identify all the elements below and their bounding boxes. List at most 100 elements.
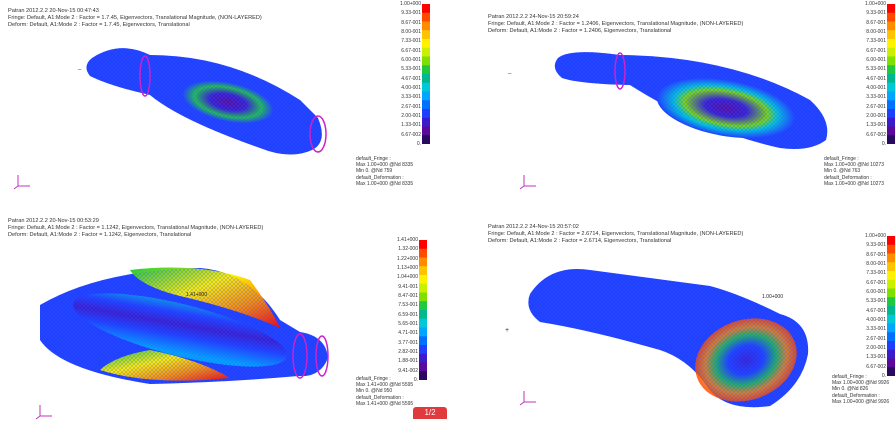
legend-swatch bbox=[887, 126, 895, 136]
page-counter-badge[interactable]: 1/2 bbox=[413, 407, 447, 419]
footer-line: default_Fringe : bbox=[824, 156, 859, 162]
legend-tick-label: 8.67-001 bbox=[866, 19, 886, 26]
axis-triad-icon bbox=[12, 172, 34, 190]
legend-swatch bbox=[887, 306, 895, 316]
svg-text:+: + bbox=[505, 327, 509, 334]
legend-swatch bbox=[887, 4, 895, 14]
legend-swatch bbox=[887, 91, 895, 101]
legend-swatch bbox=[419, 248, 427, 258]
legend-swatch bbox=[422, 126, 430, 136]
legend-tick-label: 9.33-001 bbox=[401, 10, 421, 17]
legend-tick-label: 8.47-001 bbox=[398, 293, 418, 299]
fringe-legend: 1.00+000 9.33-001 8.67-001 8.00-001 7.33-001… bbox=[846, 233, 896, 379]
legend-tick-label: 1.00+000 bbox=[865, 1, 886, 7]
legend-tick-label: 2.67-001 bbox=[401, 103, 421, 110]
legend-tick-label: 8.00-001 bbox=[866, 261, 886, 267]
legend-swatch bbox=[887, 341, 895, 351]
legend-swatch bbox=[419, 327, 427, 337]
legend-tick-label: 6.67-002 bbox=[866, 131, 886, 138]
fem-model-view: + 1.00+000 bbox=[505, 269, 809, 408]
legend-tick-label: 5.33-001 bbox=[866, 298, 886, 305]
legend-swatch bbox=[887, 30, 895, 40]
legend-gradient bbox=[422, 4, 430, 145]
legend-tick-label: 2.67-001 bbox=[866, 103, 886, 110]
legend-swatch bbox=[422, 117, 430, 127]
legend-swatch bbox=[887, 109, 895, 119]
legend-tick-label: 7.33-001 bbox=[866, 270, 886, 277]
footer-line: default_Deformation : bbox=[356, 394, 404, 401]
legend-swatch bbox=[419, 283, 427, 293]
footer-line: Max 1.00+000 @Nd 9926 bbox=[832, 398, 890, 405]
legend-footer: default_Fringe : Max 1.41+000 @Nd 5595 M… bbox=[356, 376, 413, 407]
legend-tick-label: 5.65-001 bbox=[398, 321, 418, 327]
legend-tick-label: 0. bbox=[881, 141, 886, 147]
footer-line: default_Fringe : bbox=[356, 376, 391, 382]
legend-swatch bbox=[422, 65, 430, 75]
max-value-annotation: 1.41+000 bbox=[186, 292, 207, 298]
legend-tick-label: 6.59-001 bbox=[398, 311, 418, 318]
legend-tick-label: 9.33-001 bbox=[866, 10, 886, 17]
footer-line: Min 0. @Nd 950 bbox=[356, 388, 393, 395]
legend-tick-label: 2.00-001 bbox=[866, 113, 886, 119]
legend-tick-label: 1.41+000 bbox=[397, 237, 418, 243]
axis-triad-icon bbox=[34, 402, 56, 420]
footer-line: default_Fringe : bbox=[356, 156, 391, 162]
legend-tick-label: 1.00+000 bbox=[865, 233, 886, 239]
legend-tick-label: 6.00-001 bbox=[866, 57, 886, 63]
legend-tick-label: 2.00-001 bbox=[866, 345, 886, 351]
footer-line: default_Deformation : bbox=[824, 174, 872, 181]
legend-tick-label: 1.13+000 bbox=[397, 265, 418, 271]
legend-swatch bbox=[422, 100, 430, 110]
legend-tick-label: 1.33-001 bbox=[401, 122, 421, 129]
legend-footer: default_Fringe : Max 1.00+000 @Nd 10273 … bbox=[824, 156, 884, 187]
legend-swatch bbox=[887, 297, 895, 307]
footer-line: default_Deformation : bbox=[356, 174, 404, 181]
legend-swatch bbox=[419, 266, 427, 276]
panel-header: Patran 2012.2.2 24-Nov-15 20:59:24 Fring… bbox=[488, 14, 743, 35]
max-value-annotation: 1.00+000 bbox=[762, 294, 783, 300]
legend-swatch bbox=[887, 253, 895, 263]
fringe-legend: 1.00+000 9.33-001 8.67-001 8.00-001 7.33-001… bbox=[381, 1, 433, 147]
legend-footer: default_Fringe : Max 1.00+000 @Nd 8335 M… bbox=[356, 156, 413, 187]
legend-color-bar bbox=[887, 236, 895, 377]
legend-swatch bbox=[419, 292, 427, 302]
fringe-legend: 1.41+000 1.32-000 1.22+000 1.13+000 1.04+000… bbox=[378, 237, 430, 383]
legend-tick-label: 1.88-001 bbox=[398, 358, 418, 365]
footer-line: Min 0. @Nd 759 bbox=[356, 168, 393, 175]
header-line: Fringe: Default, A1:Mode 2 : Factor = 1.… bbox=[8, 225, 264, 231]
legend-swatch bbox=[422, 56, 430, 66]
legend-tick-label: 8.00-001 bbox=[401, 29, 421, 35]
legend-tick-label: 6.67-001 bbox=[866, 279, 886, 286]
legend-swatch bbox=[887, 314, 895, 324]
header-line: Fringe: Default, A1:Mode 2 : Factor = 1.… bbox=[488, 21, 744, 27]
legend-swatch bbox=[887, 39, 895, 49]
legend-swatch bbox=[887, 65, 895, 75]
legend-tick-label: 2.82-001 bbox=[398, 349, 418, 355]
svg-text:_: _ bbox=[507, 68, 512, 74]
footer-line: Max 1.00+000 @Nd 8335 bbox=[356, 162, 414, 169]
legend-tick-label: 3.33-001 bbox=[401, 94, 421, 101]
legend-tick-label: 6.67-002 bbox=[401, 131, 421, 138]
legend-footer: default_Fringe : Max 1.00+000 @Nd 9926 M… bbox=[832, 374, 889, 405]
svg-text:_: _ bbox=[77, 64, 82, 70]
legend-tick-label: 4.67-001 bbox=[866, 307, 886, 314]
legend-swatch bbox=[422, 12, 430, 22]
legend-tick-label: 6.67-001 bbox=[401, 47, 421, 54]
fem-model-view: _ bbox=[77, 48, 327, 155]
legend-swatch bbox=[887, 135, 895, 145]
header-line: Patran 2012.2.2 24-Nov-15 20:57:02 bbox=[488, 224, 579, 230]
legend-tick-label: 2.67-001 bbox=[866, 335, 886, 342]
legend-swatch bbox=[887, 56, 895, 66]
legend-swatch bbox=[422, 74, 430, 84]
legend-swatch bbox=[419, 345, 427, 355]
header-line: Patran 2012.2.2 20-Nov-15 00:53:29 bbox=[8, 218, 99, 224]
footer-line: Min 0. @Nd 763 bbox=[824, 168, 861, 175]
legend-swatch bbox=[422, 21, 430, 31]
legend-swatch bbox=[422, 39, 430, 49]
footer-line: Max 1.00+000 @Nd 9926 bbox=[832, 380, 890, 387]
legend-swatch bbox=[887, 21, 895, 31]
header-line: Fringe: Default, A1:Mode 2 : Factor = 1.… bbox=[8, 15, 262, 21]
legend-swatch bbox=[887, 244, 895, 254]
legend-tick-label: 0. bbox=[413, 377, 418, 383]
fem-model-view: 1.41+000 bbox=[40, 267, 329, 384]
